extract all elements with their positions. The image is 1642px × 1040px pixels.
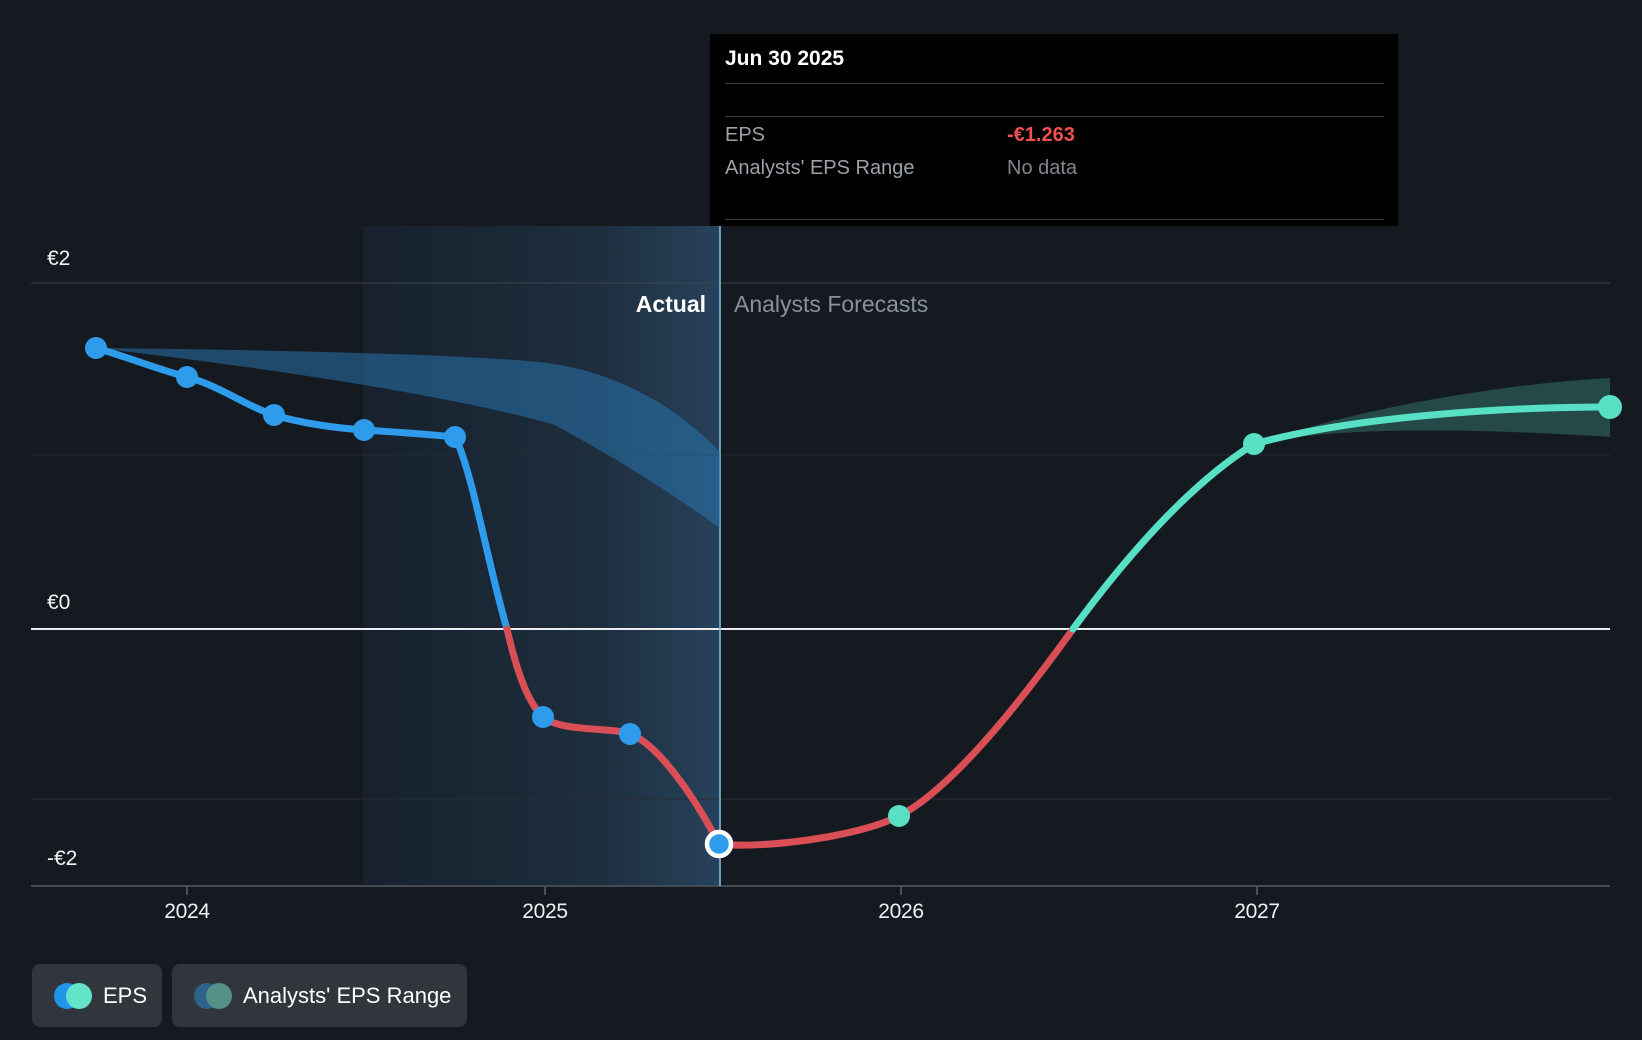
data-point (353, 419, 375, 441)
selected-data-point (704, 829, 734, 859)
data-point (444, 426, 466, 448)
tooltip-divider (725, 83, 1384, 84)
x-axis-label-2026: 2026 (878, 900, 924, 923)
tooltip-divider (725, 219, 1384, 220)
legend-analysts-eps-range[interactable]: Analysts' EPS Range (172, 964, 467, 1027)
data-point (263, 404, 285, 426)
chart-tooltip: Jun 30 2025 EPS -€1.263 Analysts' EPS Ra… (710, 34, 1398, 226)
actual-eps-range-band (96, 348, 720, 528)
tooltip-eps-value: -€1.263 (1007, 124, 1075, 146)
legend-eps-label: EPS (103, 982, 148, 1008)
data-point (619, 723, 641, 745)
y-axis-label-0: €0 (47, 591, 71, 614)
x-axis-label-2024: 2024 (164, 900, 210, 923)
tooltip-divider (725, 116, 1384, 117)
tooltip-range-value: No data (1007, 157, 1078, 179)
y-axis-label-neg2: -€2 (47, 847, 78, 870)
y-axis-label-2: €2 (47, 247, 71, 270)
x-axis-label-2027: 2027 (1234, 900, 1280, 923)
range-teal-dot-icon (206, 982, 232, 1009)
section-label-actual: Actual (635, 291, 706, 317)
section-label-forecasts: Analysts Forecasts (734, 291, 929, 317)
data-point (1598, 395, 1622, 419)
data-point (1243, 433, 1265, 455)
x-axis-label-2025: 2025 (522, 900, 568, 923)
legend-range-label: Analysts' EPS Range (243, 982, 452, 1008)
legend-eps[interactable]: EPS (32, 964, 162, 1027)
tooltip-range-label: Analysts' EPS Range (725, 157, 915, 179)
tooltip-eps-label: EPS (725, 124, 766, 146)
data-point (176, 366, 198, 388)
tooltip-date: Jun 30 2025 (725, 47, 845, 70)
data-point (85, 337, 107, 359)
actual-highlight-region (363, 226, 720, 886)
eps-forecast-line (1069, 403, 1614, 633)
eps-teal-dot-icon (66, 982, 92, 1009)
data-point (532, 706, 554, 728)
data-point (888, 805, 910, 827)
